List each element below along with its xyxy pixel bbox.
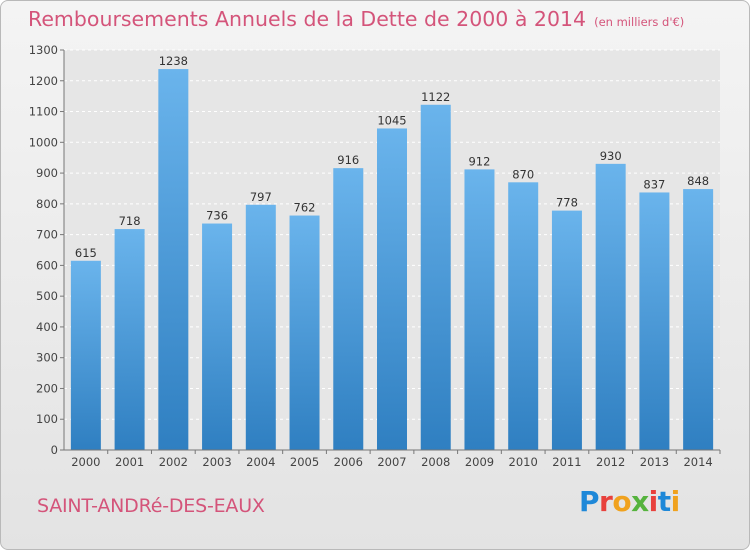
x-tick-label-2009: 2009	[465, 455, 494, 469]
bar-2000	[70, 260, 101, 450]
data-label-2007: 1045	[377, 113, 406, 127]
y-tick-label: 1300	[29, 43, 58, 57]
data-label-2006: 916	[337, 153, 359, 167]
x-tick-label-2005: 2005	[290, 455, 319, 469]
y-tick-label: 700	[36, 228, 58, 242]
bar-2001	[114, 229, 145, 450]
data-label-2010: 870	[512, 167, 534, 181]
data-label-2005: 762	[294, 201, 316, 215]
x-tick-label-2011: 2011	[552, 455, 581, 469]
x-tick-label-2006: 2006	[334, 455, 363, 469]
y-axis-ticks: 0 100 200 300 400 500 600 700 800 900 1000 1100 1200…	[29, 43, 64, 457]
bar-2004	[245, 204, 276, 450]
bar-2013	[639, 192, 670, 450]
data-label-2013: 837	[643, 177, 665, 191]
bar-2008	[420, 104, 451, 451]
x-tick-label-2008: 2008	[421, 455, 450, 469]
logo-letter: o	[612, 485, 632, 518]
bar-2014	[683, 189, 714, 451]
bar-2007	[377, 128, 407, 450]
x-tick-label-2003: 2003	[202, 455, 231, 469]
logo-letter: r	[599, 485, 613, 518]
y-tick-label: 100	[36, 412, 58, 426]
bar-2012	[595, 163, 626, 450]
logo-letter: i	[648, 485, 659, 518]
logo-letter: P	[579, 485, 600, 518]
data-label-2004: 797	[250, 190, 272, 204]
bar-2011	[551, 210, 582, 450]
x-axis-ticks: 2000 2001 2002 2003 2004 2005 2006 2007 2008 2009…	[71, 450, 721, 469]
x-tick-label-2000: 2000	[71, 455, 100, 469]
bar-2010	[508, 182, 539, 451]
data-label-2003: 736	[206, 209, 228, 223]
data-labels: 615 718 1238 736 797 762 916 1045 1122 912 870 778 9…	[75, 54, 709, 260]
y-tick-label: 1200	[29, 74, 58, 88]
commune-name: SAINT-ANDRé-DES-EAUX	[37, 495, 265, 517]
y-tick-label: 1100	[29, 105, 58, 119]
y-tick-label: 1000	[29, 135, 58, 149]
y-tick-label: 300	[36, 351, 58, 365]
x-tick-label-2014: 2014	[683, 455, 712, 469]
x-tick-label-2012: 2012	[596, 455, 625, 469]
y-tick-label: 500	[36, 289, 58, 303]
data-label-2009: 912	[468, 154, 490, 168]
bar-2003	[202, 223, 233, 450]
bar-2006	[333, 168, 364, 450]
logo-letter: t	[657, 485, 671, 518]
bar-2005	[289, 215, 320, 450]
x-tick-label-2010: 2010	[509, 455, 538, 469]
proxiti-logo: Proxiti	[579, 485, 680, 518]
logo-letter: i	[670, 485, 681, 518]
data-label-2002: 1238	[159, 54, 188, 68]
chart-title: Remboursements Annuels de la Dette de 20…	[28, 7, 684, 31]
y-tick-label: 0	[51, 443, 58, 457]
data-label-2012: 930	[600, 149, 622, 163]
y-tick-label: 200	[36, 381, 58, 395]
y-tick-label: 900	[36, 166, 58, 180]
data-label-2001: 718	[119, 214, 141, 228]
x-tick-label-2002: 2002	[159, 455, 188, 469]
bar-2009	[464, 169, 495, 450]
data-label-2011: 778	[556, 196, 578, 210]
logo-letter: x	[631, 485, 649, 518]
y-tick-label: 600	[36, 258, 58, 272]
x-tick-label-2013: 2013	[640, 455, 669, 469]
x-tick-label-2004: 2004	[246, 455, 275, 469]
data-label-2008: 1122	[421, 90, 450, 104]
y-tick-label: 800	[36, 197, 58, 211]
title-text: Remboursements Annuels de la Dette de 20…	[28, 7, 587, 31]
y-tick-label: 400	[36, 320, 58, 334]
x-tick-label-2001: 2001	[115, 455, 144, 469]
bar-2002	[158, 69, 189, 451]
x-tick-label-2007: 2007	[377, 455, 406, 469]
bars	[70, 69, 714, 451]
chart-subtitle: (en milliers d'€)	[594, 15, 685, 29]
data-label-2000: 615	[75, 246, 97, 260]
data-label-2014: 848	[687, 174, 709, 188]
